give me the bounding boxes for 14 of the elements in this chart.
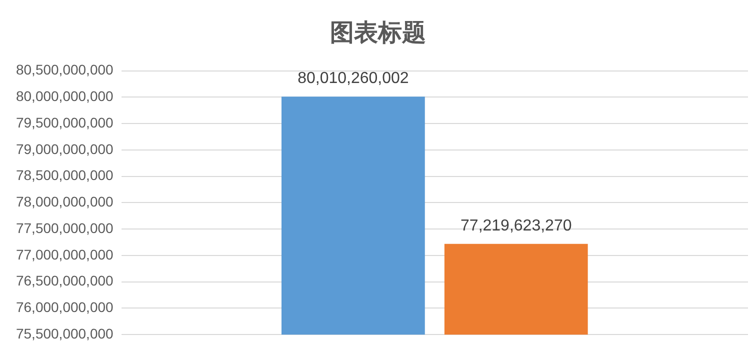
y-tick-label: 75,500,000,000 [16,325,114,342]
y-tick-label: 78,500,000,000 [16,167,114,184]
y-tick-label: 79,500,000,000 [16,114,114,130]
chart-title: 图表标题 [330,18,426,47]
y-tick-label: 80,500,000,000 [16,62,114,78]
data-label: 80,010,260,002 [298,70,409,88]
data-label: 77,219,623,270 [460,217,572,234]
y-tick-label: 77,500,000,000 [16,220,114,236]
y-tick-label: 80,000,000,000 [16,88,114,104]
y-tick-label: 76,500,000,000 [16,272,114,289]
y-tick-label: 78,000,000,000 [16,194,114,210]
y-tick-label: 79,000,000,000 [16,140,114,157]
y-tick-label: 77,000,000,000 [16,246,114,262]
y-tick-label: 76,000,000,000 [16,299,114,316]
